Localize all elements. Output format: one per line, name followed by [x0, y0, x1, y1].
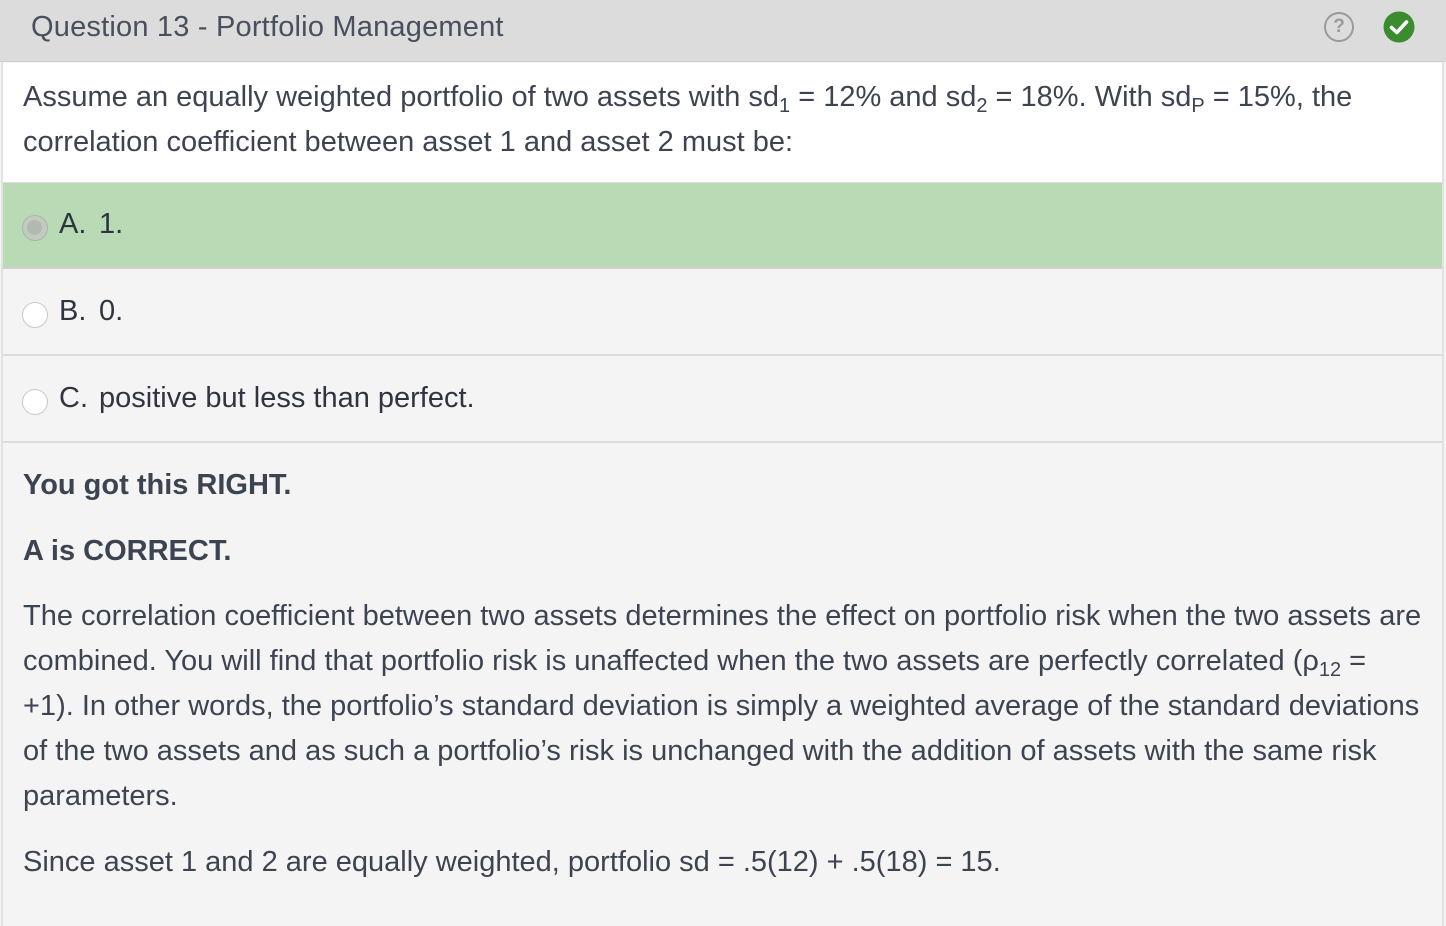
question-stem: Assume an equally weighted portfolio of …	[3, 63, 1442, 183]
option-text: positive but less than perfect.	[99, 382, 475, 414]
content-frame	[1, 62, 1444, 926]
radio-button-b[interactable]	[22, 302, 48, 328]
option-letter: C.	[59, 382, 88, 414]
option-text: 0.	[99, 295, 124, 327]
answer-feedback: You got this RIGHT. A is CORRECT. The co…	[3, 445, 1442, 926]
option-letter: B.	[59, 295, 87, 327]
calculation-text: Since asset 1 and 2 are equally weighted…	[23, 846, 1001, 878]
question-text: Assume an equally weighted portfolio of …	[23, 81, 1353, 158]
answer-option-c[interactable]: C. positive but less than perfect.	[3, 357, 1442, 443]
answer-option-a[interactable]: A. 1.	[3, 183, 1442, 269]
explanation-text: The correlation coefficient between two …	[23, 600, 1422, 812]
radio-button-c[interactable]	[22, 389, 48, 415]
result-heading: You got this RIGHT.	[23, 469, 292, 501]
question-header: Question 13 - Portfolio Management ?	[0, 0, 1446, 62]
answer-option-b[interactable]: B. 0.	[3, 270, 1442, 356]
question-title: Question 13 - Portfolio Management	[31, 11, 504, 43]
option-text: 1.	[99, 208, 124, 240]
radio-button-a[interactable]	[22, 215, 48, 241]
verdict-heading: A is CORRECT.	[23, 535, 232, 567]
check-circle-icon	[1383, 11, 1415, 43]
question-circle-icon[interactable]: ?	[1324, 12, 1354, 42]
option-letter: A.	[59, 208, 87, 240]
